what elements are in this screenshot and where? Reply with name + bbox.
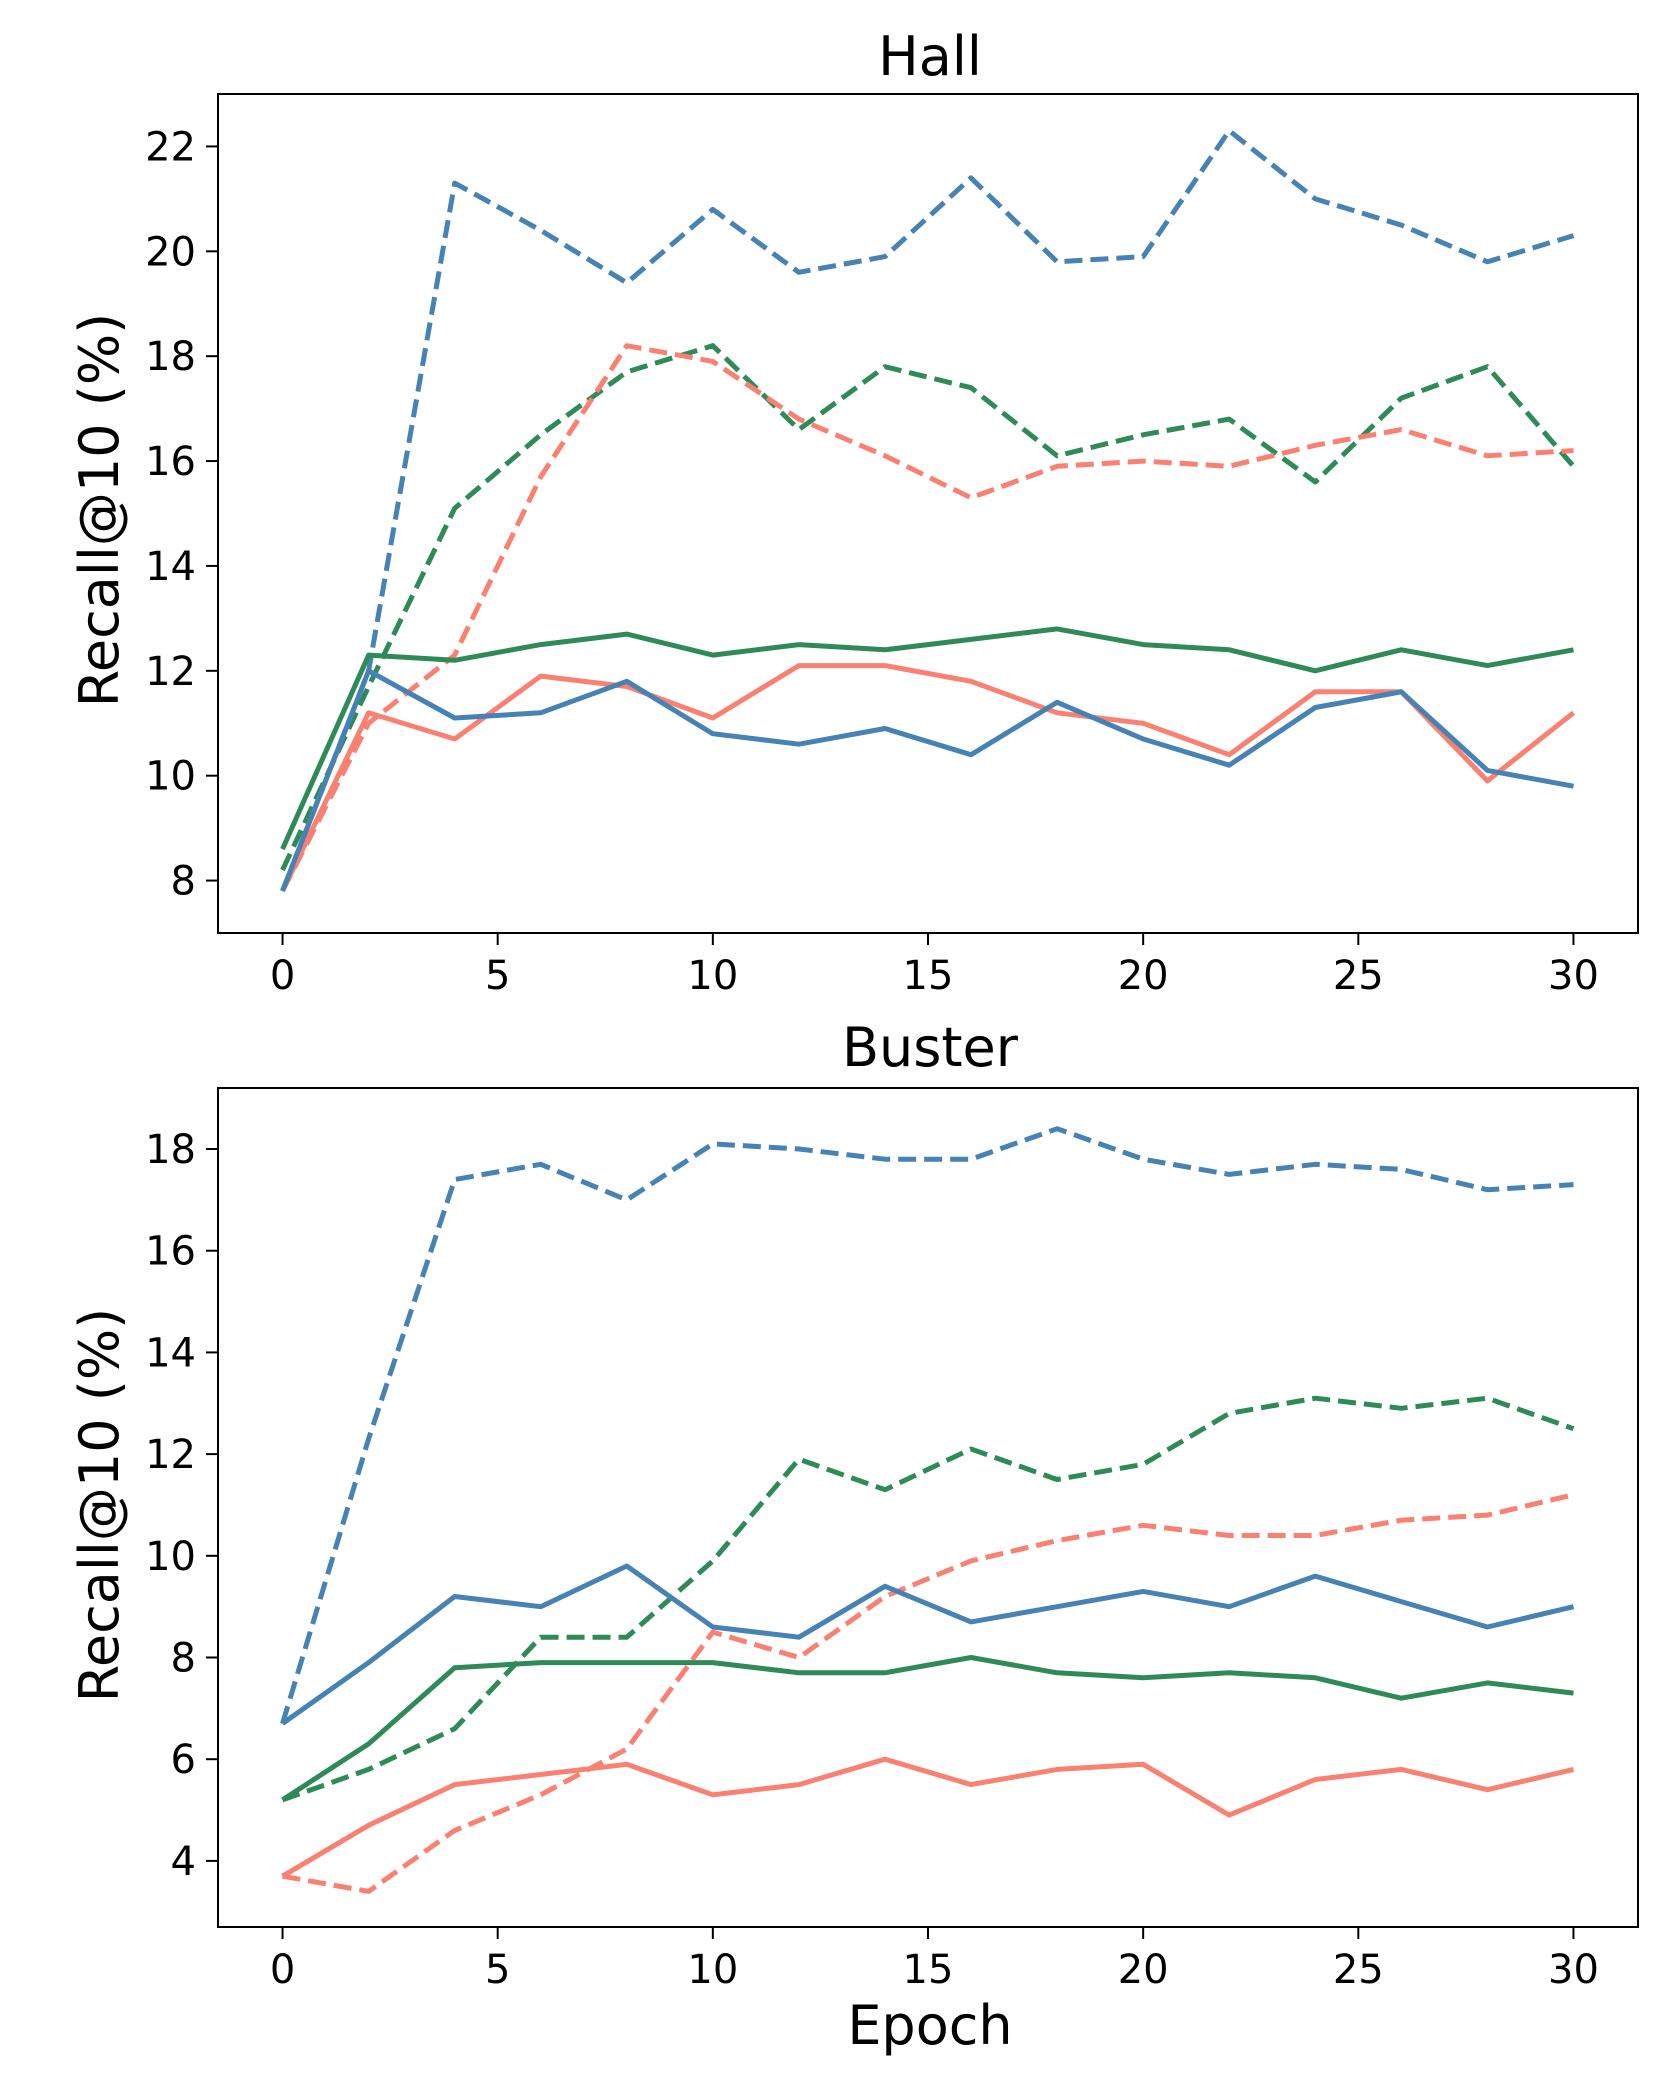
series-line-salmon-solid [280, 663, 1576, 893]
x-tick-label: 30 [1548, 953, 1599, 999]
y-tick-label: 20 [145, 229, 196, 275]
series-line-green-solid [281, 1655, 1574, 1802]
x-tick-label: 5 [485, 953, 510, 999]
y-tick-label: 12 [145, 1432, 196, 1478]
y-tick-label: 16 [145, 439, 196, 485]
x-tick-label: 0 [270, 1947, 295, 1993]
series-line-green-dashed [281, 1395, 1575, 1803]
series-line-green-solid [280, 626, 1574, 851]
y-tick-label: 6 [171, 1737, 196, 1783]
y-tick-label: 12 [145, 649, 196, 695]
series-line-salmon-solid [281, 1756, 1575, 1879]
x-axis-label: Epoch [847, 1994, 1012, 2057]
y-tick-label: 18 [145, 1127, 196, 1173]
plot-area: 0 5 10 15 20 25 30 4 6 8 10 12 14 16 18 [145, 1087, 1639, 1993]
y-tick-label: 8 [171, 1636, 196, 1682]
y-tick-label: 22 [145, 124, 196, 170]
x-tick-label: 5 [485, 1947, 510, 1993]
series-line-blue-dashed [280, 1126, 1574, 1725]
x-tick-label: 10 [687, 953, 738, 999]
y-tick-label: 16 [145, 1229, 196, 1275]
chart-title: Buster [842, 1016, 1019, 1079]
series-line-blue-solid [280, 668, 1574, 892]
y-tick-label: 14 [145, 544, 196, 590]
series-line-salmon-dashed [282, 1492, 1575, 1894]
y-tick-label: 10 [145, 1534, 196, 1580]
series-line-blue-solid [281, 1563, 1575, 1726]
plot-area: 0 5 10 15 20 25 30 8 10 12 14 16 18 20 22 [145, 93, 1639, 999]
y-axis-label: Recall@10 (%) [68, 1308, 131, 1702]
y-tick-label: 10 [145, 754, 196, 800]
chart-buster: Buster Recall@10 (%) Epoch 0 5 10 15 20 25 30 4… [68, 1016, 1639, 2057]
x-tick-label: 20 [1118, 953, 1169, 999]
chart-hall: Hall Recall@10 (%) 0 5 10 15 20 25 30 8 10 12 14 16… [68, 25, 1639, 999]
x-tick-label: 15 [903, 953, 954, 999]
x-tick-label: 25 [1333, 953, 1384, 999]
x-tick-label: 10 [687, 1947, 738, 1993]
y-tick-label: 8 [171, 859, 196, 905]
y-axis-label: Recall@10 (%) [68, 313, 131, 707]
chart-title: Hall [878, 25, 982, 88]
x-tick-label: 25 [1333, 1947, 1384, 1993]
x-tick-label: 15 [903, 1947, 954, 1993]
series-line-blue-dashed [280, 128, 1575, 892]
x-tick-label: 20 [1118, 1947, 1169, 1993]
y-tick-label: 4 [171, 1839, 196, 1885]
y-tick-label: 18 [145, 334, 196, 380]
series-line-salmon-dashed [280, 343, 1574, 893]
y-tick-label: 14 [145, 1330, 196, 1376]
x-tick-label: 30 [1548, 1947, 1599, 1993]
series-line-green-dashed [280, 343, 1576, 872]
x-tick-label: 0 [270, 953, 295, 999]
